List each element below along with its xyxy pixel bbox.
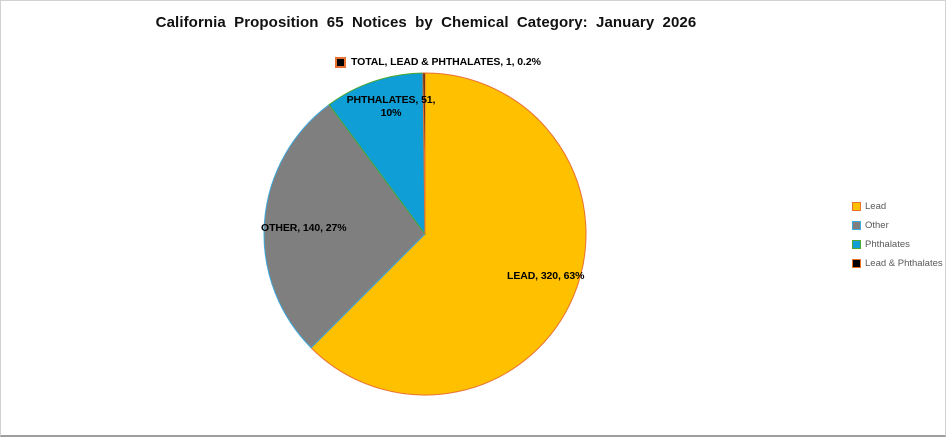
legend-item-lead-and-phthalates[interactable]: Lead & Phthalates: [852, 254, 943, 273]
legend-swatch-lead-icon: [852, 202, 861, 211]
legend-label: Lead: [865, 201, 887, 212]
pie-slice-lead[interactable]: [310, 72, 587, 396]
legend-label: Other: [865, 220, 889, 231]
data-label-other: OTHER, 140, 27%: [261, 222, 347, 234]
legend-item-other[interactable]: Other: [852, 216, 943, 235]
chart-title: California Proposition 65 Notices by Che…: [155, 14, 697, 31]
data-label-text: PHTHALATES, 51,: [346, 94, 436, 106]
pie-slice-other[interactable]: [263, 103, 426, 349]
legend-item-lead[interactable]: Lead: [852, 197, 943, 216]
data-label-text: 10%: [380, 107, 402, 119]
data-label-text: TOTAL, LEAD & PHTHALATES, 1, 0.2%: [351, 56, 541, 68]
data-label-lead: LEAD, 320, 63%: [507, 270, 585, 282]
chart-legend: Lead Other Phthalates Lead & Phthalates: [852, 197, 943, 273]
legend-label: Phthalates: [865, 239, 910, 250]
data-label-phthalates: PHTHALATES, 51, 10%: [326, 94, 456, 120]
legend-swatch-phthalates-icon: [852, 240, 861, 249]
legend-label: Lead & Phthalates: [865, 258, 943, 269]
pie-slice-phthalates[interactable]: [328, 72, 426, 236]
legend-swatch-lead-and-phthalates-icon: [852, 259, 861, 268]
legend-swatch-other-icon: [852, 221, 861, 230]
pie-slice-lead-phthalates[interactable]: [422, 72, 426, 235]
legend-item-phthalates[interactable]: Phthalates: [852, 235, 943, 254]
callout-square-icon: [335, 56, 346, 68]
data-label-lead-and-phthalates: TOTAL, LEAD & PHTHALATES, 1, 0.2%: [335, 56, 541, 68]
